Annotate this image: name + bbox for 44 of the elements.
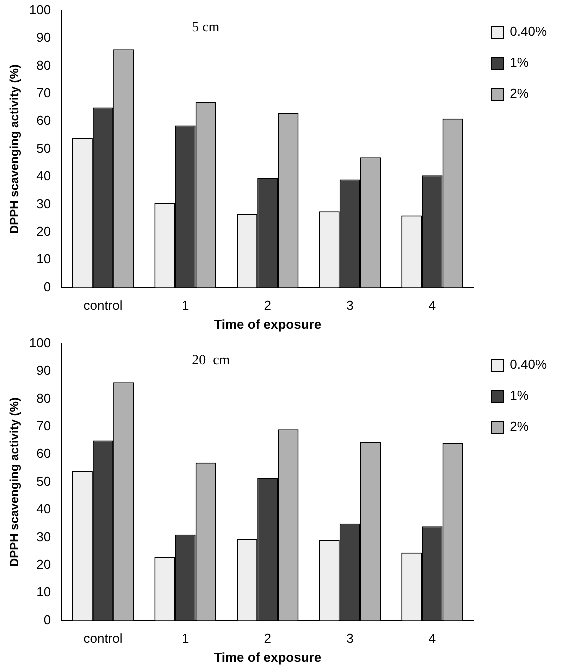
y-tick-label: 80	[36, 58, 52, 73]
x-tick-label: 1	[182, 298, 190, 314]
x-tick-label: control	[84, 631, 123, 646]
x-tick-label: 4	[428, 298, 436, 314]
annotation: 20 cm	[192, 353, 230, 368]
y-tick-label: 30	[36, 529, 52, 544]
y-tick-label: 70	[36, 85, 52, 100]
y-tick-label: 40	[36, 168, 52, 184]
annotation: 5 cm	[192, 20, 220, 36]
y-tick-label: 50	[36, 474, 52, 489]
legend-label: 0.40%	[510, 357, 548, 372]
legend-label: 0.40%	[510, 24, 548, 40]
x-tick-label: 2	[264, 631, 272, 646]
y-tick-label: 20	[36, 556, 52, 572]
y-axis-title: DPPH scavenging activity (%)	[8, 64, 22, 234]
y-tick-label: 30	[36, 196, 52, 212]
x-tick-label: control	[84, 298, 123, 314]
y-tick-label: 90	[36, 363, 52, 378]
y-tick-label: 70	[36, 418, 52, 434]
x-tick-label: 3	[346, 298, 354, 314]
y-tick-label: 10	[36, 584, 52, 600]
x-axis-title: Time of exposure	[214, 316, 322, 332]
x-tick-label: 2	[264, 298, 272, 314]
y-tick-label: 20	[36, 224, 52, 239]
y-tick-label: 80	[36, 390, 52, 406]
y-tick-label: 10	[36, 252, 52, 267]
y-tick-label: 100	[29, 335, 52, 350]
x-tick-label: 4	[428, 631, 436, 646]
y-tick-label: 100	[29, 2, 52, 18]
legend-label: 1%	[510, 388, 530, 404]
y-tick-label: 0	[44, 279, 52, 294]
legend-label: 2%	[510, 419, 530, 434]
y-axis-title: DPPH scavenging activity (%)	[8, 398, 22, 567]
y-tick-label: 90	[36, 30, 52, 46]
x-axis-title: Time of exposure	[214, 650, 322, 665]
legend-label: 2%	[510, 86, 530, 102]
x-tick-label: 3	[346, 631, 354, 646]
y-tick-label: 50	[36, 140, 52, 156]
y-tick-label: 60	[36, 113, 52, 128]
y-tick-label: 40	[36, 502, 52, 517]
y-tick-label: 60	[36, 446, 52, 462]
x-tick-label: 1	[182, 631, 190, 646]
legend-label: 1%	[510, 55, 530, 70]
y-tick-label: 0	[44, 612, 52, 628]
